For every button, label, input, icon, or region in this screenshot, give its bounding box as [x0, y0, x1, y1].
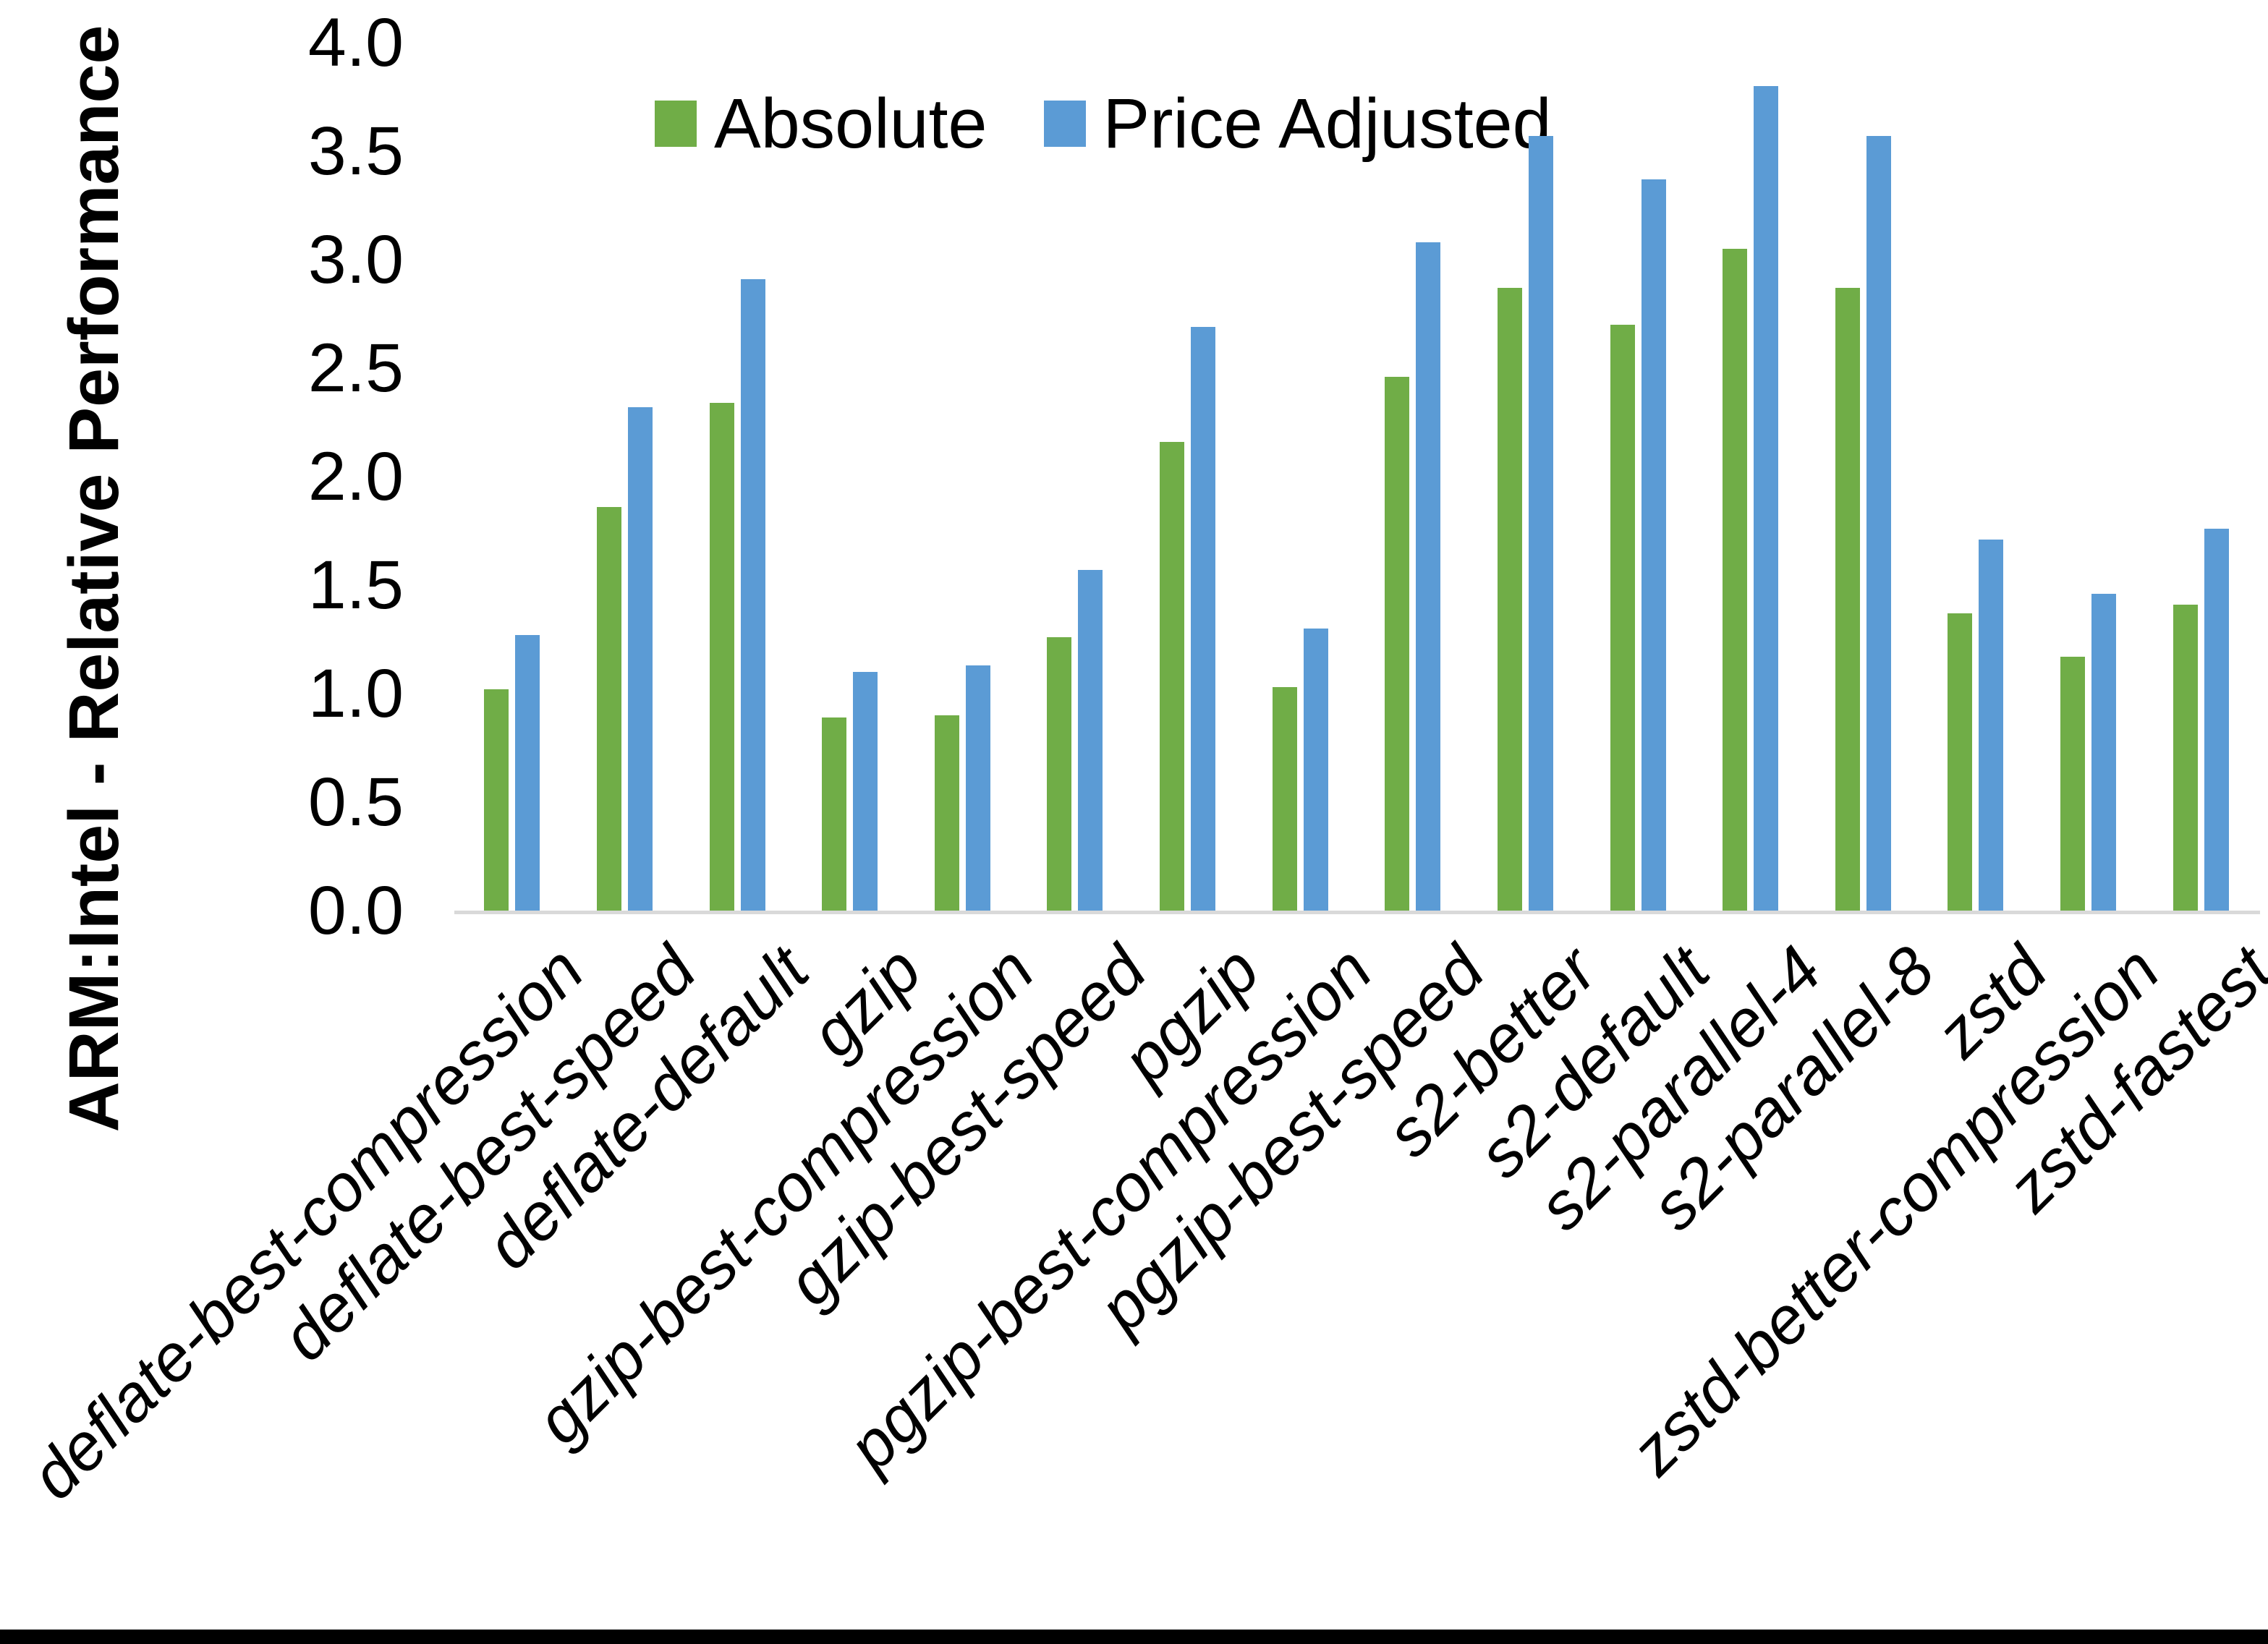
bar-price-adjusted-deflate-default — [740, 279, 765, 911]
bar-group-s2-parallel-8 — [1807, 43, 1920, 911]
bar-group-pgzip — [1131, 43, 1244, 911]
legend-label-price-adjusted: Price Adjusted — [1103, 84, 1552, 163]
bar-absolute-deflate-default — [709, 403, 734, 911]
legend-label-absolute: Absolute — [714, 84, 988, 163]
bar-price-adjusted-zstd-better-compression — [2091, 594, 2117, 911]
y-axis-tick-label: 3.5 — [307, 113, 404, 189]
bar-group-deflate-default — [681, 43, 794, 911]
bar-absolute-s2-default — [1610, 325, 1635, 911]
y-axis-tick-label: 4.0 — [307, 4, 404, 81]
bars-container — [456, 43, 2257, 911]
y-axis-tick-label: 3.0 — [307, 221, 404, 298]
x-axis-line — [454, 911, 2260, 914]
y-axis-tick-label: 0.5 — [307, 764, 404, 840]
y-axis-tick-label: 2.5 — [307, 330, 404, 406]
bar-absolute-pgzip — [1160, 442, 1185, 911]
bar-absolute-gzip-best-speed — [1047, 637, 1072, 911]
y-axis-tick-label: 2.0 — [307, 438, 404, 515]
bar-price-adjusted-zstd — [1979, 540, 2004, 911]
bar-group-s2-better — [1469, 43, 1582, 911]
bar-price-adjusted-deflate-best-compression — [515, 635, 540, 911]
bar-price-adjusted-s2-better — [1528, 136, 1553, 911]
bar-price-adjusted-gzip-best-compression — [965, 665, 990, 911]
y-axis-tick-label: 0.0 — [307, 872, 404, 949]
bar-group-s2-default — [1581, 43, 1694, 911]
bar-group-gzip — [794, 43, 906, 911]
bar-absolute-s2-parallel-4 — [1723, 249, 1748, 911]
bar-price-adjusted-s2-default — [1641, 179, 1666, 911]
bar-absolute-pgzip-best-compression — [1272, 687, 1297, 911]
bar-group-zstd — [1919, 43, 2032, 911]
bar-absolute-zstd-fastest — [2173, 605, 2198, 911]
bottom-border — [0, 1630, 2268, 1644]
bar-absolute-gzip — [822, 717, 847, 911]
bar-absolute-s2-better — [1497, 288, 1522, 911]
plot-area — [456, 43, 2257, 911]
bar-group-gzip-best-compression — [906, 43, 1019, 911]
bar-group-s2-parallel-4 — [1694, 43, 1807, 911]
bar-absolute-deflate-best-compression — [484, 689, 509, 911]
bar-price-adjusted-s2-parallel-8 — [1866, 136, 1891, 911]
legend-swatch-absolute — [655, 100, 697, 147]
bar-absolute-zstd — [1948, 613, 1973, 911]
bar-price-adjusted-gzip-best-speed — [1078, 570, 1103, 911]
bar-absolute-pgzip-best-speed — [1385, 377, 1410, 911]
bar-group-deflate-best-speed — [569, 43, 681, 911]
bar-price-adjusted-pgzip-best-compression — [1303, 629, 1328, 911]
bar-group-pgzip-best-compression — [1244, 43, 1356, 911]
y-axis-tick-label: 1.5 — [307, 547, 404, 623]
legend-item-price-adjusted: Price Adjusted — [1043, 84, 1552, 163]
bar-price-adjusted-pgzip — [1191, 327, 1216, 911]
bar-absolute-gzip-best-compression — [934, 715, 959, 911]
legend-swatch-price-adjusted — [1043, 100, 1086, 147]
bar-absolute-s2-parallel-8 — [1835, 288, 1860, 911]
bar-group-zstd-better-compression — [2032, 43, 2145, 911]
bar-group-zstd-fastest — [2144, 43, 2257, 911]
bar-absolute-zstd-better-compression — [2060, 657, 2086, 911]
bar-price-adjusted-zstd-fastest — [2204, 529, 2229, 911]
bar-price-adjusted-s2-parallel-4 — [1754, 86, 1779, 911]
bar-price-adjusted-pgzip-best-speed — [1416, 242, 1441, 911]
legend: Absolute Price Adjusted — [655, 88, 1552, 158]
y-axis-tick-label: 1.0 — [307, 655, 404, 732]
bar-group-pgzip-best-speed — [1356, 43, 1469, 911]
bar-absolute-deflate-best-speed — [596, 507, 621, 911]
legend-item-absolute: Absolute — [655, 88, 988, 158]
bar-price-adjusted-gzip — [853, 672, 878, 911]
bar-group-deflate-best-compression — [456, 43, 569, 911]
bar-price-adjusted-deflate-best-speed — [627, 407, 653, 911]
bar-group-gzip-best-speed — [1019, 43, 1131, 911]
